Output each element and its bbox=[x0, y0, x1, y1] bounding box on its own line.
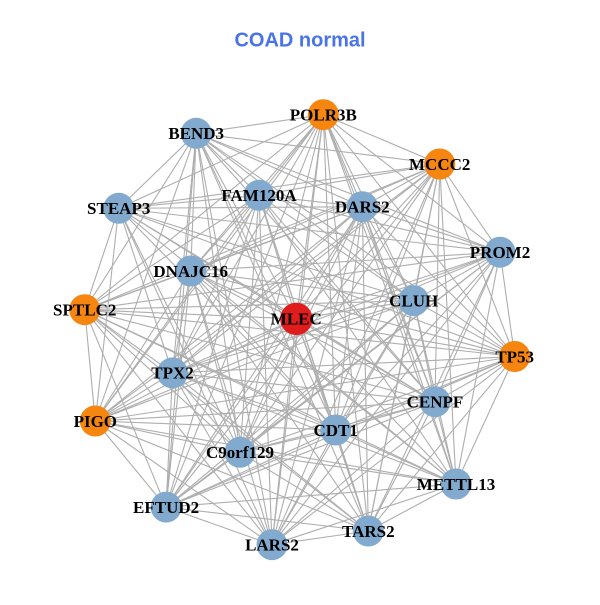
svg-text:FAM120A: FAM120A bbox=[221, 186, 297, 205]
svg-text:BEND3: BEND3 bbox=[168, 124, 224, 143]
svg-text:DARS2: DARS2 bbox=[335, 198, 390, 217]
svg-text:TARS2: TARS2 bbox=[342, 522, 395, 541]
svg-text:TPX2: TPX2 bbox=[151, 364, 194, 383]
svg-text:CDT1: CDT1 bbox=[313, 421, 357, 440]
svg-text:CLUH: CLUH bbox=[389, 292, 438, 311]
svg-text:PROM2: PROM2 bbox=[470, 243, 530, 262]
svg-text:METTL13: METTL13 bbox=[417, 475, 495, 494]
svg-text:STEAP3: STEAP3 bbox=[87, 199, 150, 218]
svg-text:MCCC2: MCCC2 bbox=[409, 155, 470, 174]
svg-text:MLEC: MLEC bbox=[271, 310, 322, 329]
svg-text:PIGO: PIGO bbox=[74, 412, 117, 431]
svg-text:EFTUD2: EFTUD2 bbox=[133, 498, 199, 517]
svg-text:COAD normal: COAD normal bbox=[234, 30, 365, 52]
svg-text:CENPF: CENPF bbox=[407, 393, 464, 412]
svg-text:C9orf129: C9orf129 bbox=[206, 443, 274, 462]
svg-text:SPTLC2: SPTLC2 bbox=[53, 301, 116, 320]
svg-text:LARS2: LARS2 bbox=[245, 536, 299, 555]
svg-text:DNAJC16: DNAJC16 bbox=[153, 262, 228, 281]
svg-text:POLR3B: POLR3B bbox=[290, 106, 357, 125]
svg-text:TP53: TP53 bbox=[495, 347, 534, 366]
